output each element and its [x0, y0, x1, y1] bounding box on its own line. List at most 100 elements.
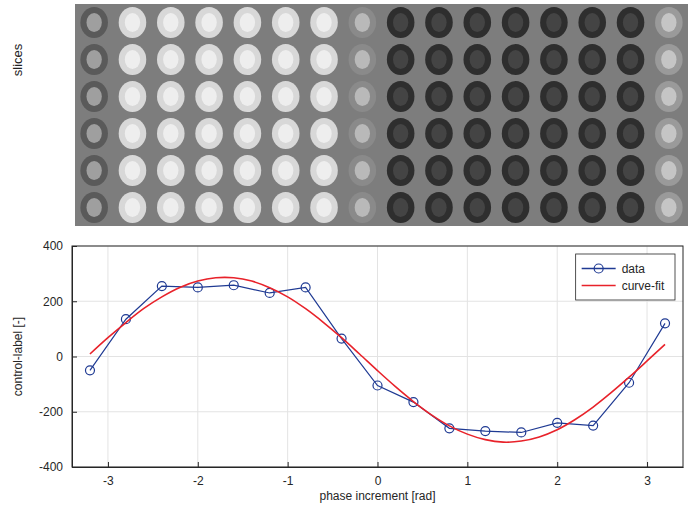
- slice-tile: [272, 155, 300, 186]
- slice-tile: [349, 7, 377, 38]
- slice-tile-inner: [431, 87, 446, 106]
- slice-tile: [463, 155, 491, 186]
- slice-tile-inner: [508, 87, 523, 106]
- x-tick: 1: [465, 462, 472, 488]
- grid-line-y: [72, 411, 683, 412]
- slice-tile: [578, 118, 606, 149]
- slice-tile-inner: [508, 198, 523, 217]
- slice-tile: [463, 192, 491, 223]
- slice-tile-inner: [86, 87, 101, 106]
- slice-tile: [195, 81, 223, 112]
- slice-tile: [502, 81, 530, 112]
- x-tick-mark: [378, 462, 379, 467]
- slice-tile-inner: [163, 198, 178, 217]
- slice-tile: [502, 192, 530, 223]
- legend-label: data: [622, 262, 646, 276]
- slice-tile: [234, 118, 262, 149]
- slice-tile-inner: [661, 50, 676, 69]
- slice-tile: [272, 81, 300, 112]
- y-tick-mark: [72, 357, 77, 358]
- plot-background: [72, 246, 683, 467]
- slice-tile: [80, 81, 108, 112]
- slice-tile: [310, 155, 338, 186]
- slice-tile-inner: [125, 13, 140, 32]
- slice-tile: [425, 44, 453, 75]
- slice-tile: [310, 118, 338, 149]
- slice-tile: [655, 118, 683, 149]
- slice-tile-inner: [201, 161, 216, 180]
- slice-tile-inner: [585, 124, 600, 143]
- slice-tile: [387, 44, 415, 75]
- legend-item: curve-fit: [582, 279, 665, 293]
- x-tick-label: -1: [283, 474, 294, 488]
- slice-tile-inner: [546, 161, 561, 180]
- slice-tile: [502, 118, 530, 149]
- slice-tile: [195, 118, 223, 149]
- slice-tile-inner: [585, 87, 600, 106]
- slice-tile: [195, 7, 223, 38]
- y-tick: -200: [39, 405, 77, 419]
- image-background: [75, 4, 688, 226]
- x-tick: 3: [644, 462, 651, 488]
- slice-tile: [502, 44, 530, 75]
- x-tick: -2: [193, 462, 204, 488]
- slice-tile-inner: [316, 13, 331, 32]
- slice-tile-inner: [125, 124, 140, 143]
- slice-tile-inner: [316, 161, 331, 180]
- slice-tile-inner: [661, 13, 676, 32]
- slice-tile: [502, 7, 530, 38]
- slice-tile: [195, 44, 223, 75]
- x-axis-title: phase increment [rad]: [319, 489, 435, 503]
- slice-tile-inner: [470, 198, 485, 217]
- y-tick-label: -200: [39, 405, 63, 419]
- legend-swatch: [582, 285, 616, 286]
- y-tick-mark: [72, 301, 77, 302]
- slice-tile-inner: [240, 161, 255, 180]
- slice-tile: [540, 44, 568, 75]
- legend-box: [576, 254, 675, 300]
- slice-tile: [502, 155, 530, 186]
- x-tick-label: -2: [193, 474, 204, 488]
- slice-tile-inner: [86, 124, 101, 143]
- slice-tile-inner: [470, 161, 485, 180]
- slice-tile: [157, 118, 185, 149]
- slice-tile-inner: [125, 161, 140, 180]
- data-point: [193, 283, 202, 292]
- slice-tile: [349, 44, 377, 75]
- slice-tile-inner: [431, 198, 446, 217]
- slice-tile-inner: [623, 87, 638, 106]
- y-tick: -400: [39, 460, 77, 474]
- slice-tile-inner: [585, 198, 600, 217]
- slice-tile: [119, 118, 147, 149]
- slice-tile: [463, 44, 491, 75]
- x-axis: -3-2-10123: [73, 462, 684, 488]
- slice-tile: [234, 192, 262, 223]
- slice-tile: [119, 192, 147, 223]
- slice-tile: [387, 7, 415, 38]
- slice-tile-inner: [393, 198, 408, 217]
- slice-tile: [387, 81, 415, 112]
- slice-tile: [80, 118, 108, 149]
- slice-tile: [425, 192, 453, 223]
- slice-tile-inner: [163, 161, 178, 180]
- slice-tile: [310, 7, 338, 38]
- x-tick: 2: [554, 462, 561, 488]
- y-tick-label: 400: [43, 239, 63, 253]
- slice-tile-inner: [661, 124, 676, 143]
- slice-tile-inner: [355, 198, 370, 217]
- slice-tile: [617, 81, 645, 112]
- plot-frame: [72, 246, 683, 467]
- slice-tile-inner: [316, 50, 331, 69]
- slice-tile: [578, 155, 606, 186]
- slice-tile: [157, 7, 185, 38]
- slice-tile-inner: [585, 161, 600, 180]
- slice-tile-inner: [240, 124, 255, 143]
- slice-tile-inner: [316, 198, 331, 217]
- slice-tile: [655, 81, 683, 112]
- x-tick-mark: [198, 462, 199, 467]
- slice-tile-inner: [431, 124, 446, 143]
- slice-tile-inner: [355, 87, 370, 106]
- slice-tile-inner: [508, 50, 523, 69]
- slice-tile-inner: [201, 124, 216, 143]
- slice-tile-inner: [585, 13, 600, 32]
